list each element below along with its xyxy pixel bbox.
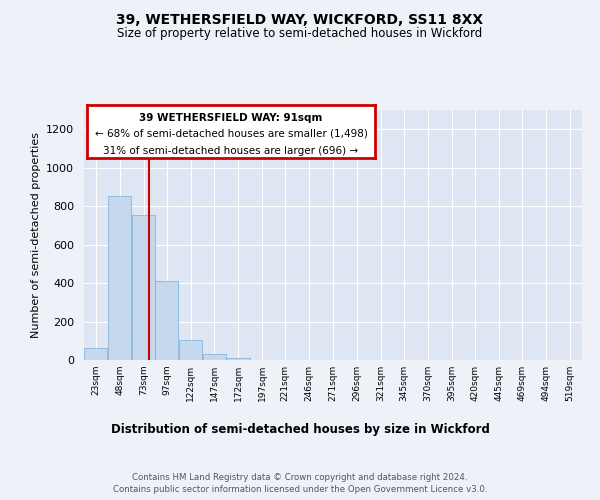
Text: 39, WETHERSFIELD WAY, WICKFORD, SS11 8XX: 39, WETHERSFIELD WAY, WICKFORD, SS11 8XX bbox=[116, 12, 484, 26]
Bar bbox=[108, 196, 131, 360]
Text: Contains HM Land Registry data © Crown copyright and database right 2024.: Contains HM Land Registry data © Crown c… bbox=[132, 472, 468, 482]
Bar bbox=[132, 215, 155, 360]
Text: 31% of semi-detached houses are larger (696) →: 31% of semi-detached houses are larger (… bbox=[103, 146, 359, 156]
Bar bbox=[203, 354, 226, 360]
Y-axis label: Number of semi-detached properties: Number of semi-detached properties bbox=[31, 132, 41, 338]
Bar bbox=[155, 281, 178, 360]
Bar bbox=[179, 340, 202, 360]
Bar bbox=[226, 358, 250, 360]
Text: Distribution of semi-detached houses by size in Wickford: Distribution of semi-detached houses by … bbox=[110, 422, 490, 436]
Text: ← 68% of semi-detached houses are smaller (1,498): ← 68% of semi-detached houses are smalle… bbox=[95, 128, 367, 138]
Text: Size of property relative to semi-detached houses in Wickford: Size of property relative to semi-detach… bbox=[118, 28, 482, 40]
Text: 39 WETHERSFIELD WAY: 91sqm: 39 WETHERSFIELD WAY: 91sqm bbox=[139, 113, 323, 123]
Bar bbox=[84, 348, 107, 360]
Text: Contains public sector information licensed under the Open Government Licence v3: Contains public sector information licen… bbox=[113, 485, 487, 494]
